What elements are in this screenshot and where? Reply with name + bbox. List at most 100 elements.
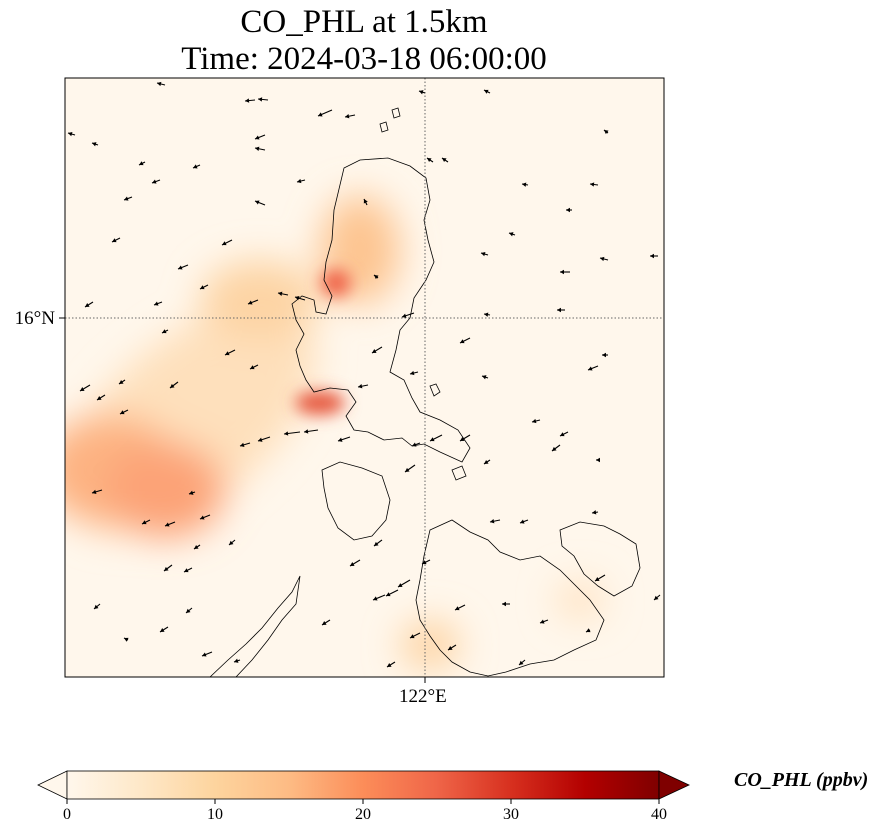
wind-arrow-head bbox=[178, 265, 183, 270]
wind-arrow-head bbox=[338, 437, 343, 442]
wind-arrow-head bbox=[200, 515, 205, 520]
wind-vectors bbox=[67, 81, 661, 677]
samar-coastline bbox=[559, 521, 641, 597]
wind-arrow-head bbox=[372, 349, 377, 353]
wind-arrow-head bbox=[374, 275, 379, 280]
wind-arrow-head bbox=[94, 604, 99, 609]
wind-arrow-head bbox=[255, 135, 260, 140]
colorbar-extend-low bbox=[37, 770, 68, 800]
wind-arrow-head bbox=[484, 89, 489, 94]
wind-arrow-head bbox=[304, 429, 309, 434]
colorbar-tick-30: 30 bbox=[503, 806, 519, 823]
wind-arrow-head bbox=[295, 296, 300, 301]
wind-arrow-head bbox=[97, 396, 102, 400]
wind-arrow-head bbox=[80, 387, 85, 391]
island-4 bbox=[391, 107, 401, 119]
lon-tick-label: 122°E bbox=[399, 686, 447, 707]
wind-arrow-head bbox=[322, 621, 327, 625]
wind-arrow-head bbox=[258, 437, 263, 442]
wind-arrow-head bbox=[604, 130, 609, 135]
wind-arrow-head bbox=[654, 595, 659, 600]
wind-arrow-head bbox=[162, 329, 167, 334]
wind-arrow-head bbox=[484, 459, 489, 464]
wind-arrow-head bbox=[482, 375, 487, 380]
wind-arrow-head bbox=[200, 285, 205, 290]
colorbar-extend-high bbox=[658, 770, 690, 800]
wind-arrow-head bbox=[412, 442, 417, 447]
wind-arrow-head bbox=[442, 158, 447, 163]
wind-arrow-head bbox=[154, 301, 159, 306]
wind-arrow-head bbox=[318, 112, 323, 117]
wind-arrow-head bbox=[184, 568, 189, 573]
wind-arrow-head bbox=[460, 437, 465, 441]
wind-arrow-head bbox=[119, 379, 124, 384]
wind-arrow-head bbox=[186, 608, 191, 613]
wind-arrow-head bbox=[566, 207, 570, 213]
wind-arrow-head bbox=[165, 522, 170, 527]
wind-arrow-head bbox=[85, 303, 90, 307]
wind-arrow-head bbox=[358, 384, 363, 389]
wind-arrow-head bbox=[460, 339, 465, 344]
wind-arrow-head bbox=[189, 490, 194, 495]
wind-arrow-head bbox=[202, 652, 207, 657]
lingayen-gulf-plume bbox=[321, 269, 351, 297]
southern-plume bbox=[400, 620, 460, 670]
wind-arrow-head bbox=[284, 431, 289, 436]
wind-arrow-head bbox=[602, 352, 606, 358]
wind-arrow-head bbox=[410, 370, 415, 376]
colorbar-tick-40: 40 bbox=[651, 806, 667, 823]
wind-arrow-head bbox=[540, 619, 545, 624]
lat-tick-label: 16°N bbox=[14, 308, 55, 329]
wind-arrow-head bbox=[410, 634, 415, 639]
wind-arrow-head bbox=[595, 577, 600, 581]
wind-arrow-head bbox=[373, 596, 378, 601]
luzon-coastline bbox=[291, 157, 471, 463]
map-title-line2: Time: 2024-03-18 06:00:00 bbox=[181, 41, 547, 77]
wind-arrow-head bbox=[194, 544, 199, 549]
wind-arrow-head bbox=[139, 161, 144, 166]
map-panel bbox=[59, 77, 665, 683]
colorbar-ticks bbox=[66, 799, 660, 804]
wind-arrow-head bbox=[427, 158, 432, 163]
wind-arrow-head bbox=[350, 562, 355, 566]
colorbar bbox=[37, 770, 690, 804]
wind-arrow-head bbox=[170, 383, 175, 388]
wind-arrow-head bbox=[520, 519, 525, 524]
wind-arrow-head bbox=[112, 238, 117, 243]
wind-arrow-head bbox=[586, 628, 591, 633]
wind-arrow-head bbox=[160, 628, 165, 632]
colorbar-label: CO_PHL (ppbv) bbox=[734, 769, 869, 791]
wind-arrow-head bbox=[650, 253, 654, 259]
wind-arrow-head bbox=[560, 432, 565, 437]
wind-arrow-head bbox=[363, 199, 368, 204]
colorbar-tick-0: 0 bbox=[63, 806, 71, 823]
wind-arrow-head bbox=[557, 307, 561, 313]
colorbar-tick-20: 20 bbox=[355, 806, 371, 823]
island-2 bbox=[451, 465, 467, 481]
wind-arrow-head bbox=[402, 313, 407, 318]
wind-arrow-head bbox=[590, 182, 595, 187]
co-concentration-field bbox=[65, 195, 605, 670]
wind-arrow-head bbox=[481, 251, 486, 257]
wind-arrow-head bbox=[255, 200, 260, 205]
wind-arrow-head bbox=[522, 182, 527, 187]
wind-arrow-head bbox=[422, 560, 427, 565]
wind-arrow-head bbox=[405, 467, 410, 472]
wind-arrow-head bbox=[374, 541, 379, 546]
wind-arrow-head bbox=[419, 90, 424, 95]
wind-arrow-head bbox=[502, 601, 506, 607]
wind-arrow-head bbox=[297, 178, 302, 184]
wind-arrow-head bbox=[92, 489, 97, 494]
wind-arrow-head bbox=[386, 592, 391, 597]
wind-arrow-head bbox=[560, 269, 564, 275]
wind-arrow-head bbox=[225, 351, 230, 356]
wind-arrow-head bbox=[222, 241, 227, 246]
manila-bay-plume bbox=[295, 391, 345, 415]
wind-arrow-head bbox=[448, 646, 453, 650]
wind-arrow-head bbox=[258, 97, 263, 102]
wind-arrow-head bbox=[248, 300, 253, 305]
wind-arrow-head bbox=[532, 418, 537, 424]
coastlines bbox=[209, 107, 641, 677]
wind-arrow-head bbox=[234, 658, 239, 663]
wind-arrow-head bbox=[592, 510, 597, 515]
